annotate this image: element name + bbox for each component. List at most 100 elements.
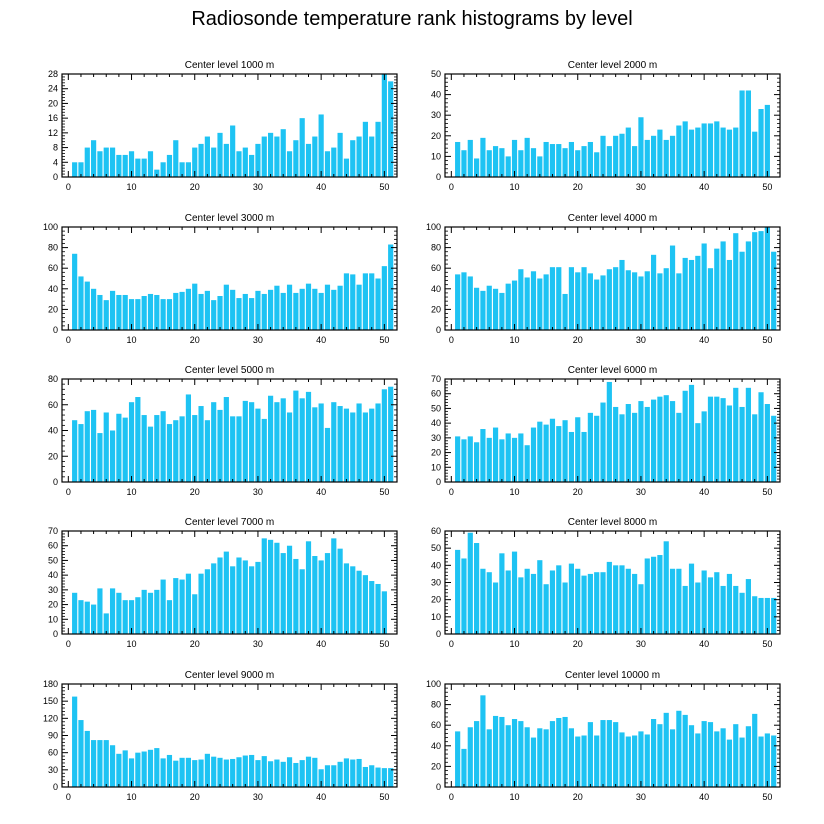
histogram-bar xyxy=(606,269,612,330)
plot-frame xyxy=(61,530,398,635)
y-tick-label: 60 xyxy=(431,526,441,536)
y-tick-label: 100 xyxy=(43,222,58,232)
histogram-bar xyxy=(480,695,486,787)
histogram-bar xyxy=(160,162,166,177)
y-tick-label: 0 xyxy=(53,172,58,182)
histogram-bar xyxy=(211,402,217,482)
y-tick-label: 40 xyxy=(431,418,441,428)
histogram-bar xyxy=(752,131,758,177)
histogram-bar xyxy=(739,406,745,482)
histogram-bar xyxy=(707,396,714,482)
x-tick-label: 40 xyxy=(699,639,709,649)
histogram-bar xyxy=(720,728,726,787)
histogram-bar xyxy=(350,412,356,482)
histogram-bar xyxy=(511,437,518,482)
histogram-bar xyxy=(84,147,90,177)
histogram-bar xyxy=(752,596,758,634)
histogram-bar xyxy=(293,292,299,330)
histogram-bar xyxy=(726,573,733,634)
histogram-bar xyxy=(211,147,217,177)
histogram-bar xyxy=(356,758,362,787)
histogram-bar xyxy=(638,117,644,177)
histogram-bar xyxy=(198,143,204,177)
histogram-bar xyxy=(638,276,644,330)
histogram-bar xyxy=(625,404,631,482)
histogram-bar xyxy=(280,398,286,482)
y-tick-label: 120 xyxy=(43,713,58,723)
histogram-bar xyxy=(682,390,688,482)
histogram-bar xyxy=(480,568,486,634)
histogram-bar xyxy=(312,407,318,482)
histogram-bar xyxy=(217,409,223,482)
histogram-bar xyxy=(255,408,261,482)
histogram-bar xyxy=(236,416,242,482)
histogram-bar xyxy=(204,753,210,787)
histogram-bar xyxy=(524,277,530,330)
histogram-bar xyxy=(343,273,350,330)
histogram-bar xyxy=(305,143,312,177)
histogram-bar xyxy=(381,266,387,330)
histogram-bar xyxy=(455,274,461,330)
histogram-bar xyxy=(154,589,160,634)
histogram-bar xyxy=(236,151,242,177)
x-tick-label: 0 xyxy=(449,335,454,345)
histogram-bar xyxy=(669,135,676,177)
histogram-bar xyxy=(299,760,305,787)
histogram-bar xyxy=(511,719,518,787)
histogram-bar xyxy=(619,414,625,482)
histogram-bar xyxy=(135,597,141,634)
histogram-bar xyxy=(97,588,103,634)
histogram-bar xyxy=(185,757,192,787)
histogram-bar xyxy=(726,739,733,787)
histogram-bar xyxy=(91,409,97,482)
histogram-bar xyxy=(312,136,318,177)
plot-frame xyxy=(444,683,781,788)
histogram-bar xyxy=(388,244,394,330)
histogram-bar xyxy=(650,719,657,787)
histogram-bar xyxy=(192,147,198,177)
histogram-bar xyxy=(505,725,511,787)
x-tick-label: 0 xyxy=(449,487,454,497)
histogram-bar xyxy=(160,579,166,634)
histogram-bar xyxy=(369,136,375,177)
histogram-bar xyxy=(280,129,286,177)
x-tick-label: 30 xyxy=(253,182,263,192)
x-tick-label: 0 xyxy=(66,792,71,802)
histogram-bar xyxy=(733,127,739,177)
histogram-bar xyxy=(676,412,682,482)
histogram-bar xyxy=(116,294,122,330)
y-tick-label: 4 xyxy=(53,157,58,167)
x-tick-label: 10 xyxy=(127,792,137,802)
histogram-bar xyxy=(733,585,739,634)
histogram-bar xyxy=(606,381,612,482)
y-tick-label: 12 xyxy=(48,128,58,138)
histogram-bar xyxy=(543,584,549,634)
histogram-bar xyxy=(343,758,350,787)
histogram-bar xyxy=(223,551,229,634)
x-tick-label: 40 xyxy=(699,792,709,802)
histogram-bar xyxy=(638,584,644,634)
histogram-bar xyxy=(147,749,154,787)
histogram-bar xyxy=(682,585,688,634)
x-tick-label: 30 xyxy=(253,792,263,802)
histogram-bar xyxy=(575,272,581,330)
histogram-bar xyxy=(103,300,109,330)
chart-panel: Center level 4000 m 0 10 20 30 40 50 0 20 40 60 80 1… xyxy=(426,213,781,345)
histogram-bar xyxy=(549,418,556,482)
histogram-bar xyxy=(688,384,695,482)
histogram-bar xyxy=(350,759,356,787)
x-tick-label: 10 xyxy=(127,487,137,497)
x-tick-label: 50 xyxy=(379,335,389,345)
histogram-bar xyxy=(486,437,492,482)
panel-title: Center level 3000 m xyxy=(185,213,275,224)
chart-panel: Center level 6000 m 0 10 20 30 40 50 0 10 20 30 40 5… xyxy=(431,365,781,497)
histogram-bar xyxy=(556,426,562,482)
histogram-bar xyxy=(467,727,473,787)
histogram-bar xyxy=(324,765,331,787)
histogram-bar xyxy=(274,136,280,177)
histogram-bar xyxy=(331,538,337,634)
histogram-bar xyxy=(141,296,147,330)
histogram-bar xyxy=(78,424,84,482)
histogram-bar xyxy=(625,568,631,634)
